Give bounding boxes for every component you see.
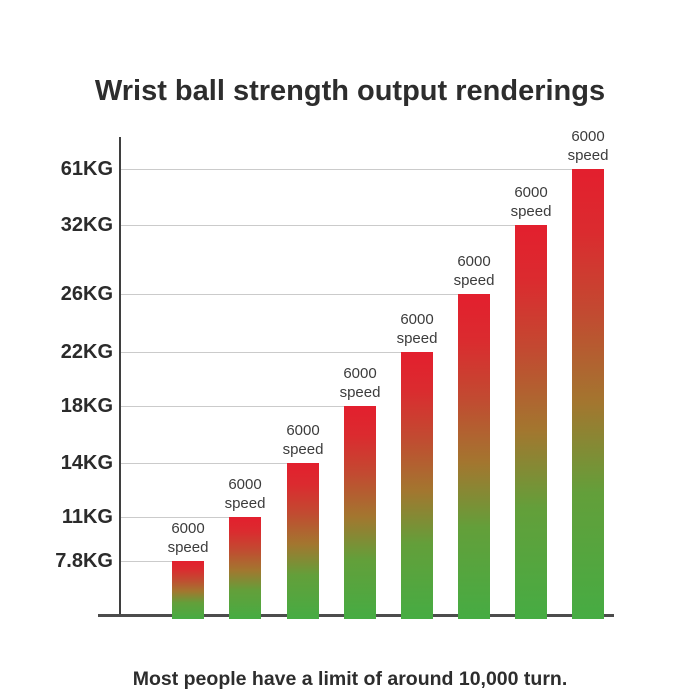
bar <box>229 517 261 619</box>
bar-label-line: speed <box>282 441 324 458</box>
bar-value-label: 6000 speed <box>375 310 459 348</box>
bar-label-line: speed <box>510 203 552 220</box>
bar <box>515 225 547 619</box>
bar-value-label: 6000 speed <box>489 183 573 221</box>
bar <box>344 406 376 619</box>
footer-caption: Most people have a limit of around 10,00… <box>132 667 568 690</box>
y-axis-line <box>119 137 121 616</box>
y-tick-label: 22KG <box>60 341 113 363</box>
bar <box>572 169 604 619</box>
bar <box>287 463 319 619</box>
bar-value-label: 6000 speed <box>203 475 287 513</box>
bar <box>172 561 204 619</box>
leader-gridline <box>121 463 287 464</box>
bar-label-line: speed <box>396 330 438 347</box>
leader-gridline <box>121 294 458 295</box>
bar-label-line: 6000 <box>343 365 377 382</box>
y-tick-label: 61KG <box>60 158 113 180</box>
bar-label-line: 6000 <box>457 253 491 270</box>
bar-value-label: 6000 speed <box>146 519 230 557</box>
bar-label-line: 6000 <box>228 476 262 493</box>
bar-value-label: 6000 speed <box>432 252 516 290</box>
bar <box>458 294 490 619</box>
bar-label-line: speed <box>339 384 381 401</box>
bar-value-label: 6000 speed <box>318 364 402 402</box>
bar-label-line: speed <box>453 272 495 289</box>
bar <box>401 352 433 619</box>
bar-value-label: 6000 speed <box>546 127 630 165</box>
leader-gridline <box>121 352 401 353</box>
y-tick-label: 32KG <box>60 214 113 236</box>
bar-label-line: speed <box>224 495 266 512</box>
leader-gridline <box>121 406 344 407</box>
y-tick-label: 7.8KG <box>55 550 113 572</box>
bar-value-label: 6000 speed <box>261 421 345 459</box>
bar-label-line: 6000 <box>400 311 434 328</box>
bar-label-line: speed <box>567 147 609 164</box>
leader-gridline <box>121 169 572 170</box>
y-tick-label: 14KG <box>60 452 113 474</box>
leader-gridline <box>121 561 172 562</box>
y-tick-label: 26KG <box>60 283 113 305</box>
bar-label-line: 6000 <box>286 422 320 439</box>
chart-title: Wrist ball strength output renderings <box>94 75 606 108</box>
y-tick-label: 11KG <box>61 506 113 528</box>
bar-label-line: speed <box>167 539 209 556</box>
y-tick-label: 18KG <box>60 395 113 417</box>
bar-label-line: 6000 <box>514 184 548 201</box>
leader-gridline <box>121 225 515 226</box>
bar-label-line: 6000 <box>171 520 205 537</box>
leader-gridline <box>121 517 229 518</box>
bar-label-line: 6000 <box>571 128 605 145</box>
